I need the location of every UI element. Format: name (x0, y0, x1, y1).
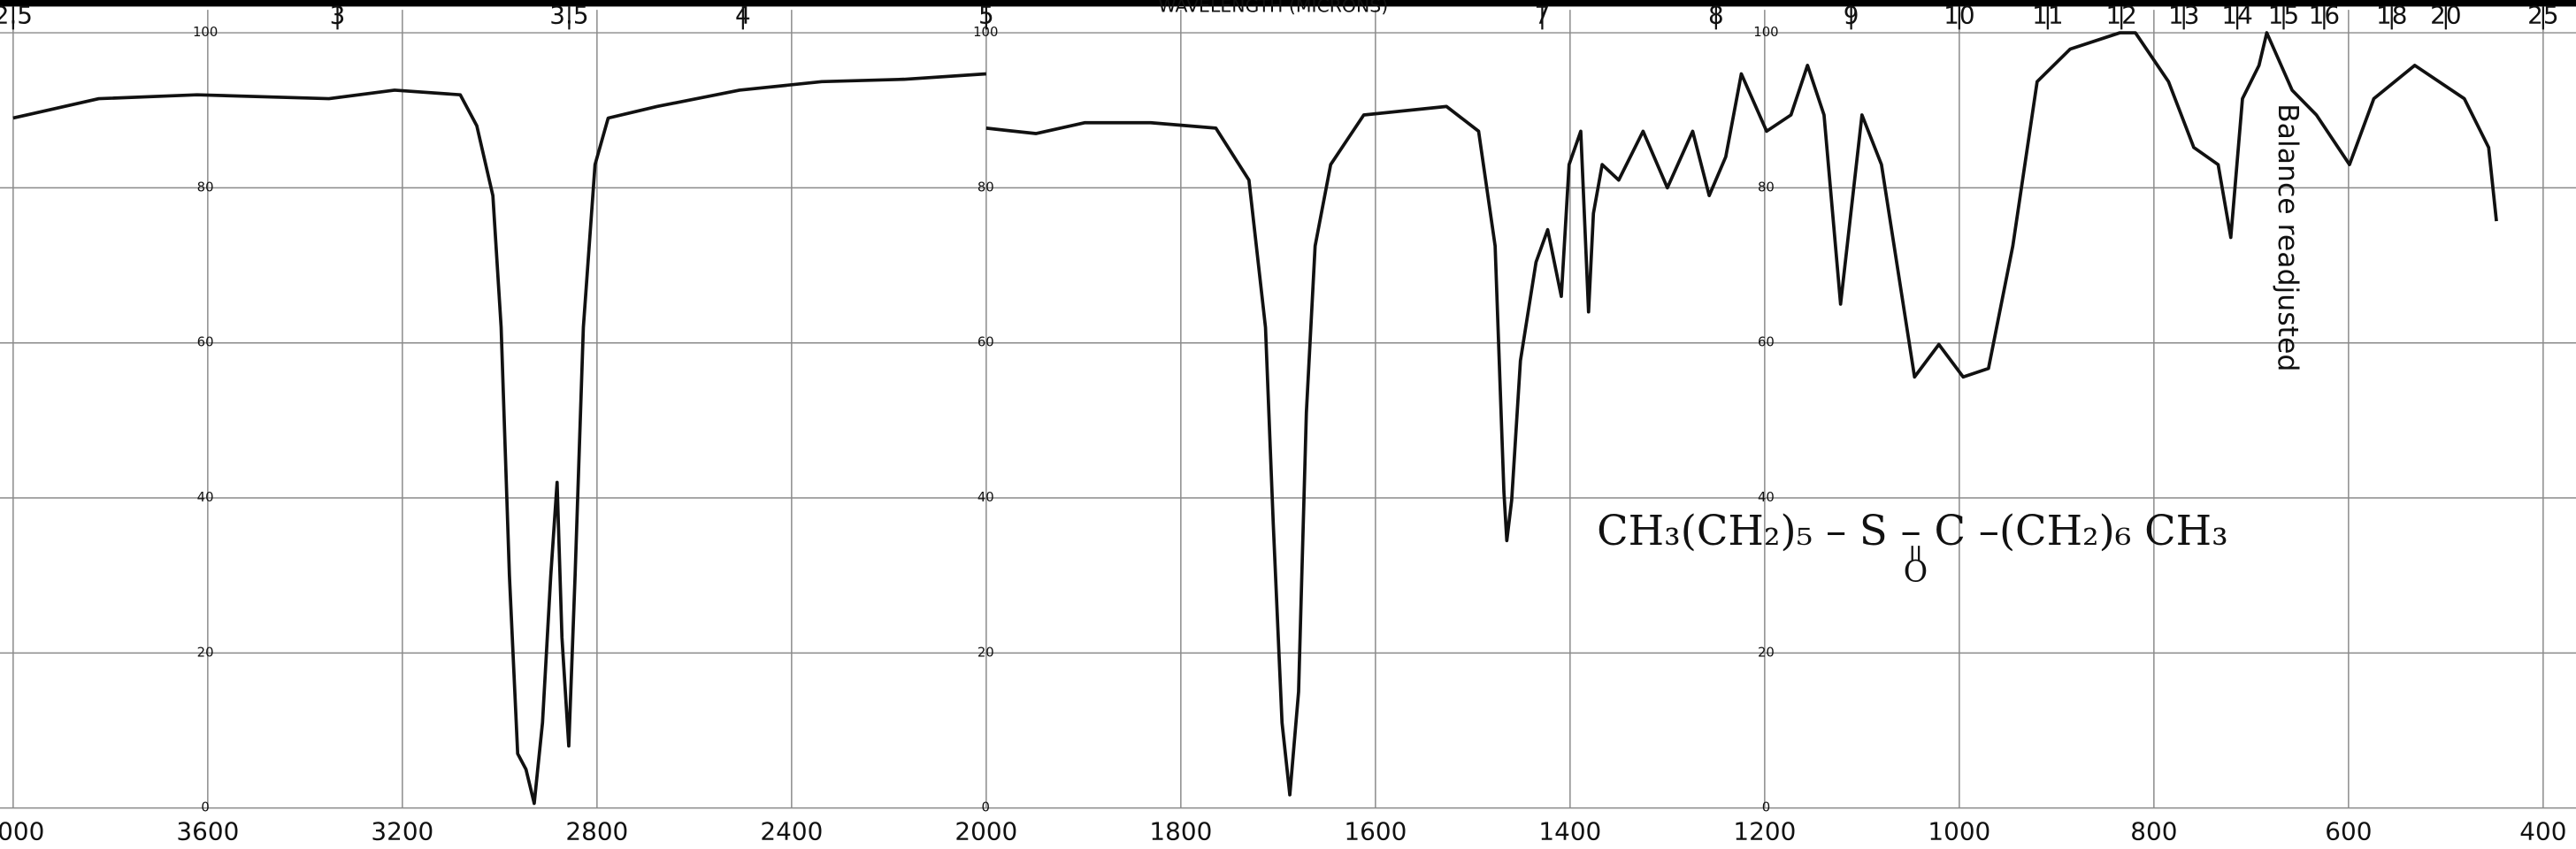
y-tick-label: 100 (193, 25, 218, 40)
y-tick-label: 20 (1758, 645, 1775, 660)
x2-tick-label: 13 (2168, 1, 2199, 30)
x2-tick-label: 20 (2430, 1, 2461, 30)
x2-tick-label: 3.5 (549, 1, 588, 30)
x2-tick-label: 3 (330, 1, 346, 30)
y-tick-label: 20 (197, 645, 214, 660)
y-tick-label: 0 (1762, 800, 1770, 815)
x2-tick-label: 9 (1844, 1, 1859, 30)
y-tick-label: 80 (197, 180, 214, 195)
y-tick-label: 0 (201, 800, 209, 815)
formula-oxygen: O (1904, 555, 1928, 589)
x-tick-label: 2800 (565, 816, 628, 845)
x2-tick-label: 14 (2221, 1, 2252, 30)
x2-tick-label: 15 (2268, 1, 2299, 30)
y-tick-label: 80 (1758, 180, 1775, 195)
x-tick-label: 2400 (760, 816, 823, 845)
x-tick-label: 3600 (176, 816, 239, 845)
x2-tick-label: 11 (2032, 1, 2063, 30)
y-tick-label: 60 (1758, 335, 1775, 350)
x2-tick-label: 25 (2527, 1, 2558, 30)
x-tick-label: 1600 (1344, 816, 1407, 845)
x-tick-label: 1000 (1928, 816, 1990, 845)
y-tick-label: 100 (1753, 25, 1778, 40)
x2-tick-label: 16 (2309, 1, 2340, 30)
x-tick-label: 2000 (954, 816, 1017, 845)
y-tick-label: 40 (978, 490, 994, 505)
y-tick-label: 40 (1758, 490, 1775, 505)
x-tick-label: 1200 (1733, 816, 1796, 845)
x-tick-label: 800 (2130, 816, 2177, 845)
y-tick-label: 0 (982, 800, 990, 815)
x2-tick-label: 8 (1708, 1, 1724, 30)
annotation: Balance readjusted (2272, 103, 2304, 371)
y-tick-label: 60 (197, 335, 214, 350)
x2-tick-label: 7 (1535, 1, 1551, 30)
x-tick-label: 600 (2325, 816, 2372, 845)
top-border (0, 0, 2576, 7)
x-tick-label: 3200 (371, 816, 433, 845)
spectrum-line (12, 31, 2498, 806)
y-tick-label: 100 (973, 25, 998, 40)
x2-tick-label: 5 (978, 1, 994, 30)
y-tick-label: 60 (978, 335, 994, 350)
x-tick-label: 400 (2519, 816, 2566, 845)
x2-tick-label: 2.5 (0, 1, 33, 30)
x-tick-label: 1800 (1149, 816, 1212, 845)
x2-tick-label: 12 (2105, 1, 2136, 30)
y-tick-label: 40 (197, 490, 214, 505)
x2-axis-title: WAVELENGTH (MICRONS) (1158, 0, 1388, 16)
y-tick-label: 80 (978, 180, 994, 195)
x2-tick-label: 10 (1944, 1, 1974, 30)
x2-tick-label: 18 (2376, 1, 2407, 30)
x-tick-label: 1400 (1538, 816, 1601, 845)
y-tick-label: 20 (978, 645, 994, 660)
x2-tick-label: 4 (735, 1, 751, 30)
